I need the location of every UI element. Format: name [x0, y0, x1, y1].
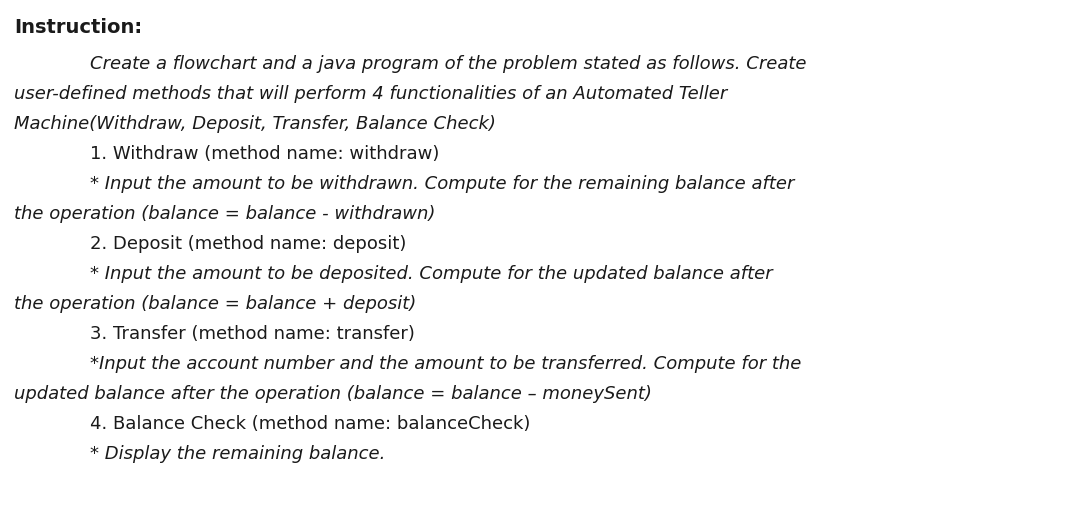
Text: user-defined methods that will perform 4 functionalities of an Automated Teller: user-defined methods that will perform 4… [14, 85, 727, 103]
Text: 1. Withdraw (method name: withdraw): 1. Withdraw (method name: withdraw) [90, 145, 440, 163]
Text: Machine(Withdraw, Deposit, Transfer, Balance Check): Machine(Withdraw, Deposit, Transfer, Bal… [14, 115, 496, 133]
Text: 4. Balance Check (method name: balanceCheck): 4. Balance Check (method name: balanceCh… [90, 415, 530, 433]
Text: the operation (balance = balance - withdrawn): the operation (balance = balance - withd… [14, 205, 435, 223]
Text: * Display the remaining balance.: * Display the remaining balance. [90, 445, 386, 463]
Text: *Input the account number and the amount to be transferred. Compute for the: *Input the account number and the amount… [90, 355, 801, 373]
Text: Instruction:: Instruction: [14, 18, 143, 37]
Text: 2. Deposit (method name: deposit): 2. Deposit (method name: deposit) [90, 235, 406, 253]
Text: 3. Transfer (method name: transfer): 3. Transfer (method name: transfer) [90, 325, 415, 343]
Text: * Input the amount to be withdrawn. Compute for the remaining balance after: * Input the amount to be withdrawn. Comp… [90, 175, 795, 193]
Text: updated balance after the operation (balance = balance – moneySent): updated balance after the operation (bal… [14, 385, 652, 403]
Text: the operation (balance = balance + deposit): the operation (balance = balance + depos… [14, 295, 416, 313]
Text: Create a flowchart and a java program of the problem stated as follows. Create: Create a flowchart and a java program of… [90, 55, 807, 73]
Text: * Input the amount to be deposited. Compute for the updated balance after: * Input the amount to be deposited. Comp… [90, 265, 772, 283]
